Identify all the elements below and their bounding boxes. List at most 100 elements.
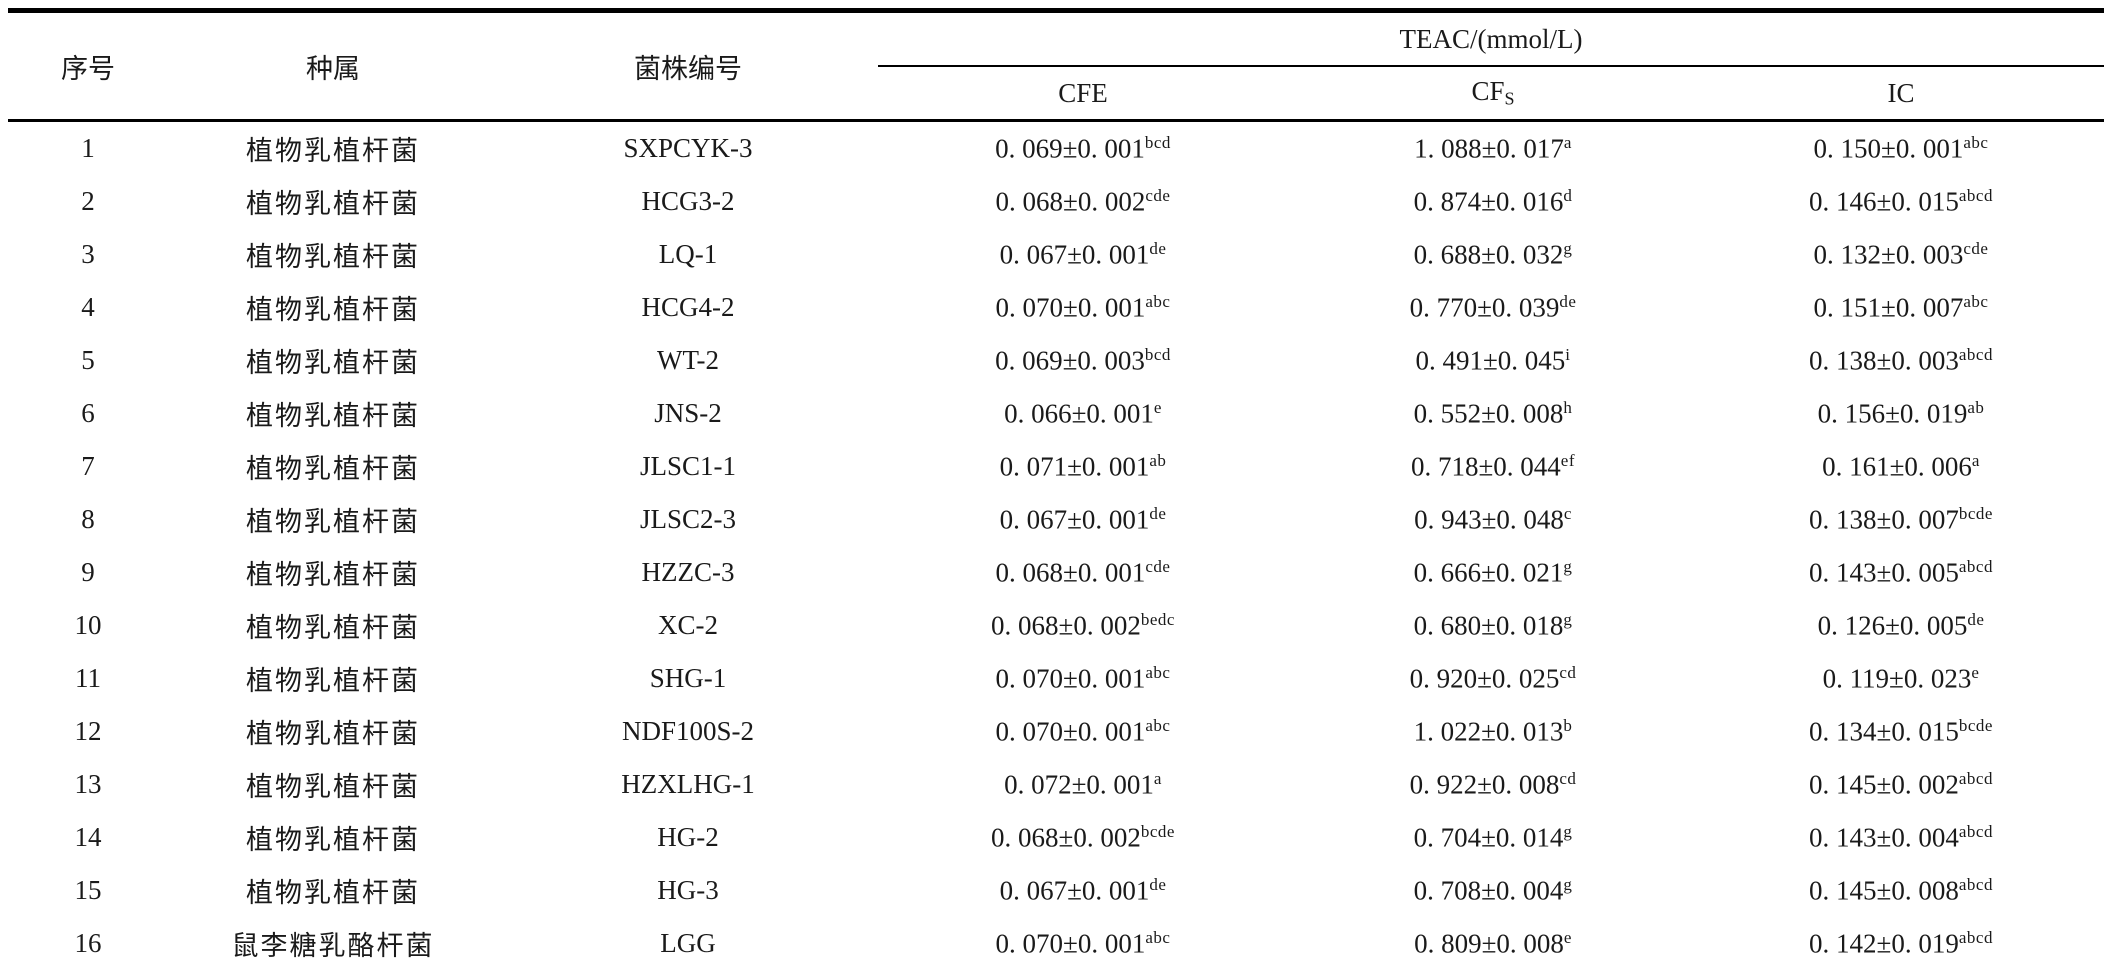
cell-value: 0. 068±0. 002 [991,610,1141,641]
row-cfe: 0. 070±0. 001abc [878,705,1288,758]
cell-value: 0. 070±0. 001 [995,928,1146,959]
row-cfs: 0. 874±0. 016d [1288,175,1698,228]
row-index: 1 [81,133,95,163]
row-species: 植物乳植杆菌 [246,825,420,855]
row-ic: 0. 134±0. 015bcde [1698,705,2104,758]
cell-value: 0. 874±0. 016 [1413,186,1564,217]
header-strain: 菌株编号 [634,53,742,84]
cell-value: 1. 022±0. 013 [1413,716,1564,747]
row-species: 植物乳植杆菌 [246,719,420,749]
row-ic: 0. 138±0. 007bcde [1698,493,2104,546]
row-strain: WT-2 [657,345,719,375]
cell-superscript: cd [1559,662,1577,682]
cell-value: 0. 070±0. 001 [995,716,1146,747]
row-cfe: 0. 071±0. 001ab [878,440,1288,493]
row-strain: HZZC-3 [641,557,735,587]
table-header: 序号 种属 菌株编号 TEAC/(mmol/L) CFE CFS IC [8,10,2105,121]
row-strain: SXPCYK-3 [623,133,753,163]
row-cfe: 0. 067±0. 001de [878,228,1288,281]
row-cfs: 0. 718±0. 044ef [1288,440,1698,493]
row-species: 植物乳植杆菌 [246,348,420,378]
cell-superscript: h [1563,397,1573,417]
cell-superscript: de [1967,609,1985,629]
cell-superscript: ab [1149,450,1167,470]
row-ic: 0. 145±0. 008abcd [1698,864,2104,917]
row-species: 鼠李糖乳酪杆菌 [231,931,435,960]
row-strain: JLSC2-3 [639,504,737,534]
cell-superscript: e [1971,662,1980,682]
cell-superscript: abc [1145,291,1171,311]
row-index: 13 [74,769,102,799]
cell-superscript: abcd [1958,768,1993,788]
row-cfs: 0. 491±0. 045i [1288,334,1698,387]
header-teac-group: TEAC/(mmol/L) [878,10,2105,67]
cell-superscript: de [1149,238,1167,258]
cell-value: 0. 068±0. 002 [995,186,1146,217]
row-index: 5 [81,345,95,375]
cell-superscript: e [1563,927,1572,947]
cell-value: 0. 143±0. 005 [1809,557,1959,588]
cell-superscript: c [1563,503,1572,523]
row-cfs: 0. 920±0. 025cd [1288,652,1698,705]
row-ic: 0. 161±0. 006a [1698,440,2104,493]
row-cfe: 0. 070±0. 001abc [878,281,1288,334]
row-cfs: 0. 680±0. 018g [1288,599,1698,652]
cell-value: 0. 770±0. 039 [1409,292,1560,323]
cell-superscript: cd [1559,768,1577,788]
row-index: 7 [81,451,95,481]
cell-value: 0. 069±0. 001 [995,133,1145,164]
row-species: 植物乳植杆菌 [246,136,420,166]
cell-value: 0. 070±0. 001 [995,292,1146,323]
cell-superscript: bcd [1144,344,1171,364]
row-strain: HCG4-2 [641,292,735,322]
row-index: 4 [81,292,95,322]
table-row: 9 植物乳植杆菌 HZZC-3 0. 068±0. 001cde 0. 666±… [8,546,2104,599]
cell-value: 0. 943±0. 048 [1414,504,1564,535]
row-species: 植物乳植杆菌 [246,189,420,219]
cell-value: 0. 068±0. 001 [995,557,1146,588]
table-body: 1 植物乳植杆菌 SXPCYK-3 0. 069±0. 001bcd 1. 08… [8,121,2104,960]
row-ic: 0. 143±0. 005abcd [1698,546,2104,599]
table-row: 8 植物乳植杆菌 JLSC2-3 0. 067±0. 001de 0. 943±… [8,493,2104,546]
row-species: 植物乳植杆菌 [246,507,420,537]
row-cfe: 0. 067±0. 001de [878,864,1288,917]
table-row: 11 植物乳植杆菌 SHG-1 0. 070±0. 001abc 0. 920±… [8,652,2104,705]
cell-value: 0. 071±0. 001 [999,451,1150,482]
cell-value: 0. 145±0. 002 [1809,769,1959,800]
row-species: 植物乳植杆菌 [246,560,420,590]
cell-value: 0. 119±0. 023 [1822,663,1972,694]
cell-value: 0. 067±0. 001 [999,875,1150,906]
cell-value: 0. 067±0. 001 [999,504,1150,535]
row-cfs: 0. 552±0. 008h [1288,387,1698,440]
header-no: 序号 [61,53,115,84]
cell-value: 0. 142±0. 019 [1809,928,1959,959]
header-cfe: CFE [1058,77,1108,108]
cell-superscript: bcde [1140,821,1175,841]
row-cfe: 0. 067±0. 001de [878,493,1288,546]
cell-superscript: a [1971,450,1980,470]
header-cfs-subscript: S [1504,88,1515,109]
cell-superscript: ef [1560,450,1576,470]
cell-value: 0. 066±0. 001 [1004,398,1154,429]
cell-superscript: bcde [1958,715,1993,735]
table-row: 13 植物乳植杆菌 HZXLHG-1 0. 072±0. 001a 0. 922… [8,758,2104,811]
cell-superscript: e [1153,397,1162,417]
row-index: 16 [74,928,102,958]
row-strain: XC-2 [658,610,718,640]
row-strain: SHG-1 [649,663,727,693]
row-cfs: 0. 809±0. 008e [1288,917,1698,960]
cell-superscript: bcd [1144,132,1171,152]
cell-superscript: de [1149,874,1167,894]
row-ic: 0. 126±0. 005de [1698,599,2104,652]
row-cfe: 0. 069±0. 001bcd [878,121,1288,176]
row-cfs: 0. 943±0. 048c [1288,493,1698,546]
cell-value: 0. 067±0. 001 [999,239,1150,270]
cell-superscript: abcd [1958,821,1993,841]
row-index: 10 [74,610,102,640]
row-ic: 0. 146±0. 015abcd [1698,175,2104,228]
row-cfe: 0. 069±0. 003bcd [878,334,1288,387]
cell-value: 0. 718±0. 044 [1410,451,1561,482]
table-row: 15 植物乳植杆菌 HG-3 0. 067±0. 001de 0. 708±0.… [8,864,2104,917]
row-ic: 0. 150±0. 001abc [1698,121,2104,176]
